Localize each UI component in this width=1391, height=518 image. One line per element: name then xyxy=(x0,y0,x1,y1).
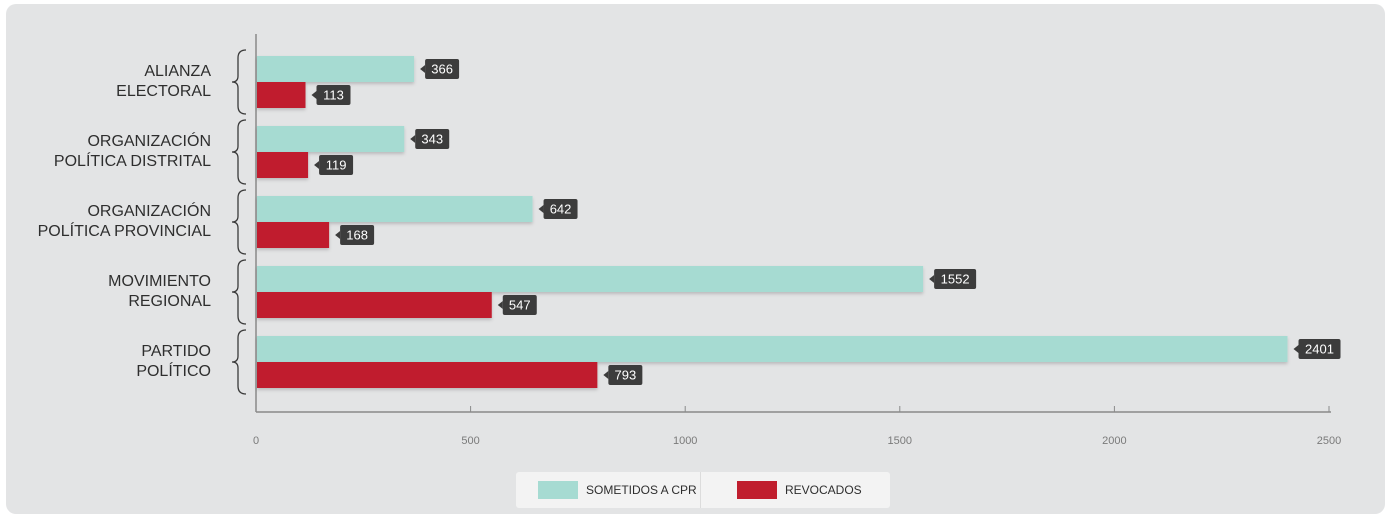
legend-label-sometidos: SOMETIDOS A CPR xyxy=(586,483,697,497)
value-label-pointer xyxy=(420,65,426,73)
chart-card: 0 500 1000 1500 2000 2500 ALIANZA ELECTORAL 366 1… xyxy=(6,4,1385,514)
value-label-box xyxy=(608,365,643,385)
legend-item-sometidos[interactable]: SOMETIDOS A CPR xyxy=(516,472,701,508)
bar-sometidos xyxy=(257,266,924,292)
value-label-box xyxy=(316,85,351,105)
bar-revocados xyxy=(257,362,598,388)
category-label: MOVIMIENTO REGIONAL xyxy=(108,273,211,310)
x-tick-label: 500 xyxy=(461,435,479,447)
category-label: ALIANZA ELECTORAL xyxy=(116,63,211,100)
value-label: 366 xyxy=(431,62,453,77)
bar-sometidos xyxy=(257,336,1288,362)
category-label: PARTIDO POLÍTICO xyxy=(136,343,211,380)
bar-sometidos xyxy=(257,196,533,222)
value-label-pointer xyxy=(497,301,503,309)
bar-revocados xyxy=(257,152,309,178)
value-label-pointer xyxy=(1293,345,1299,353)
value-label-pointer xyxy=(314,161,320,169)
value-label-box xyxy=(340,225,375,245)
value-label: 793 xyxy=(615,368,637,383)
value-label: 113 xyxy=(323,88,344,103)
category-bracket xyxy=(231,119,247,185)
value-label-pointer xyxy=(603,371,609,379)
category-bracket xyxy=(231,49,247,115)
value-label: 1552 xyxy=(941,272,970,287)
value-label: 547 xyxy=(509,298,531,313)
value-label-pointer xyxy=(311,91,317,99)
bar-sometidos xyxy=(257,126,405,152)
category-label: ORGANIZACIÓN POLÍTICA DISTRITAL xyxy=(54,131,211,170)
category-bracket xyxy=(231,259,247,325)
value-label-box xyxy=(934,269,977,289)
value-label-box xyxy=(502,295,537,315)
x-tick-label: 2500 xyxy=(1317,435,1341,447)
value-label-box xyxy=(1298,339,1341,359)
bar-chart: 0 500 1000 1500 2000 2500 ALIANZA ELECTORAL 366 1… xyxy=(38,34,1341,447)
value-label-box xyxy=(319,155,354,175)
value-label-box xyxy=(425,59,460,79)
value-label: 119 xyxy=(326,158,347,173)
category-bracket xyxy=(231,189,247,255)
value-label-pointer xyxy=(929,275,935,283)
legend: SOMETIDOS A CPR REVOCADOS xyxy=(516,472,890,508)
legend-item-revocados[interactable]: REVOCADOS xyxy=(701,472,862,508)
legend-swatch-revocados xyxy=(737,481,777,499)
bar-sometidos xyxy=(257,56,415,82)
legend-label-revocados: REVOCADOS xyxy=(785,483,862,497)
x-tick-label: 2000 xyxy=(1102,435,1126,447)
value-label: 2401 xyxy=(1305,342,1334,357)
x-tick-label: 1000 xyxy=(673,435,697,447)
bar-revocados xyxy=(257,222,330,248)
value-label-pointer xyxy=(335,231,341,239)
value-label: 343 xyxy=(421,132,443,147)
bar-revocados xyxy=(257,82,306,108)
value-label-box xyxy=(415,129,450,149)
value-label: 168 xyxy=(346,228,368,243)
legend-swatch-sometidos xyxy=(538,481,578,499)
bar-revocados xyxy=(257,292,492,318)
x-tick-label: 0 xyxy=(253,435,259,447)
category-label: ORGANIZACIÓN POLÍTICA PROVINCIAL xyxy=(38,201,211,240)
value-label: 642 xyxy=(550,202,572,217)
x-tick-label: 1500 xyxy=(888,435,912,447)
value-label-box xyxy=(543,199,578,219)
category-bracket xyxy=(231,329,247,395)
value-label-pointer xyxy=(410,135,416,143)
value-label-pointer xyxy=(538,205,544,213)
